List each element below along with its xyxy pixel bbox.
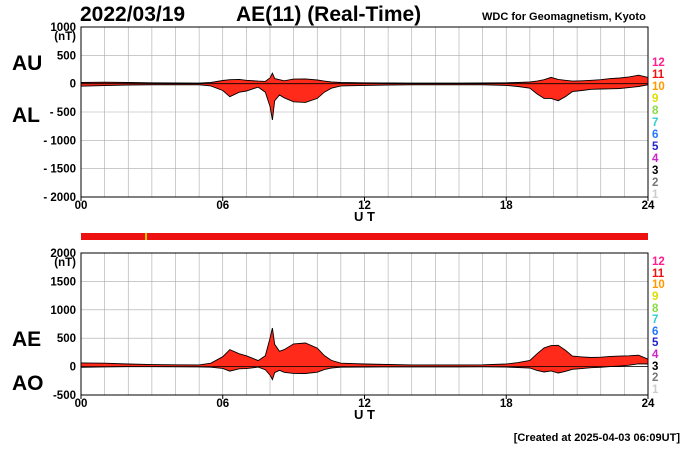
station-count-label: 6 — [652, 325, 659, 338]
station-count-label: 11 — [652, 267, 665, 280]
x-tick-label: 00 — [75, 200, 88, 212]
y-tick-label: 2000 — [50, 248, 76, 260]
station-count-label: 5 — [652, 141, 659, 153]
y-tick-label: 1000 — [50, 305, 76, 317]
station-availability-bar — [81, 233, 648, 240]
institution-label: WDC for Geomagnetism, Kyoto — [482, 11, 646, 23]
x-tick-label: 00 — [75, 398, 88, 410]
x-tick-label: 24 — [642, 398, 655, 410]
station-count-label: 2 — [652, 177, 659, 189]
created-timestamp: [Created at 2025-04-03 06:09UT] — [513, 432, 680, 444]
y-tick-label: 1000 — [50, 22, 76, 34]
x-axis-label: U T — [354, 209, 375, 224]
series-line-au — [80, 72, 649, 84]
series-line-ae — [80, 327, 649, 366]
station-count-label: 5 — [652, 337, 659, 350]
station-count-label: 12 — [652, 57, 665, 69]
station-count-label: 9 — [652, 290, 659, 303]
station-count-label: 9 — [652, 93, 659, 105]
y-unit-label: (nT) — [54, 31, 76, 43]
station-count-label: 10 — [652, 279, 665, 292]
station-count-label: 4 — [652, 349, 659, 362]
station-count-label: 8 — [652, 302, 659, 315]
station-count-label: 7 — [652, 117, 659, 129]
y-tick-label: 500 — [57, 50, 76, 62]
x-tick-label: 18 — [500, 398, 513, 410]
station-count-label: 6 — [652, 129, 659, 141]
station-count-label: 2 — [652, 372, 659, 385]
x-tick-label: 06 — [216, 398, 229, 410]
plot-title: AE(11) (Real-Time) — [236, 3, 422, 26]
x-tick-label: 12 — [358, 398, 371, 410]
station-count-label: 1 — [652, 189, 659, 201]
series-line-al — [80, 84, 649, 120]
station-count-label: 3 — [652, 165, 659, 177]
series-line-ao — [80, 363, 649, 381]
series-label-ao: AO — [12, 372, 44, 395]
x-tick-label: 12 — [358, 200, 371, 212]
y-tick-label: 1500 — [50, 276, 76, 288]
station-count-label: 10 — [652, 81, 665, 93]
plot-date: 2022/03/19 — [80, 3, 186, 26]
series-label-al: AL — [12, 104, 40, 127]
series-label-ae: AE — [12, 328, 42, 351]
x-tick-label: 18 — [500, 200, 513, 212]
area-fill-au-al — [81, 73, 648, 120]
station-count-label: 11 — [652, 69, 665, 81]
x-axis-label: U T — [354, 407, 375, 422]
station-count-label: 7 — [652, 314, 659, 327]
series-label-au: AU — [12, 52, 43, 75]
y-tick-label: - 500 — [50, 107, 76, 119]
y-tick-label: 0 — [70, 79, 76, 91]
station-count-label: 1 — [652, 384, 659, 396]
y-tick-label: 500 — [57, 333, 76, 345]
y-tick-label: - 1000 — [43, 135, 76, 147]
y-tick-label: -500 — [53, 390, 76, 402]
station-count-label: 3 — [652, 360, 659, 373]
station-count-label: 4 — [652, 153, 659, 165]
y-unit-label: (nT) — [54, 257, 76, 269]
x-tick-label: 24 — [642, 200, 655, 212]
y-tick-label: - 1500 — [43, 164, 76, 176]
x-tick-label: 06 — [216, 200, 229, 212]
station-count-label: 12 — [652, 256, 665, 268]
station-availability-marker — [145, 233, 147, 240]
y-tick-label: 0 — [70, 362, 76, 374]
station-count-label: 8 — [652, 105, 659, 117]
y-tick-label: - 2000 — [43, 192, 76, 204]
